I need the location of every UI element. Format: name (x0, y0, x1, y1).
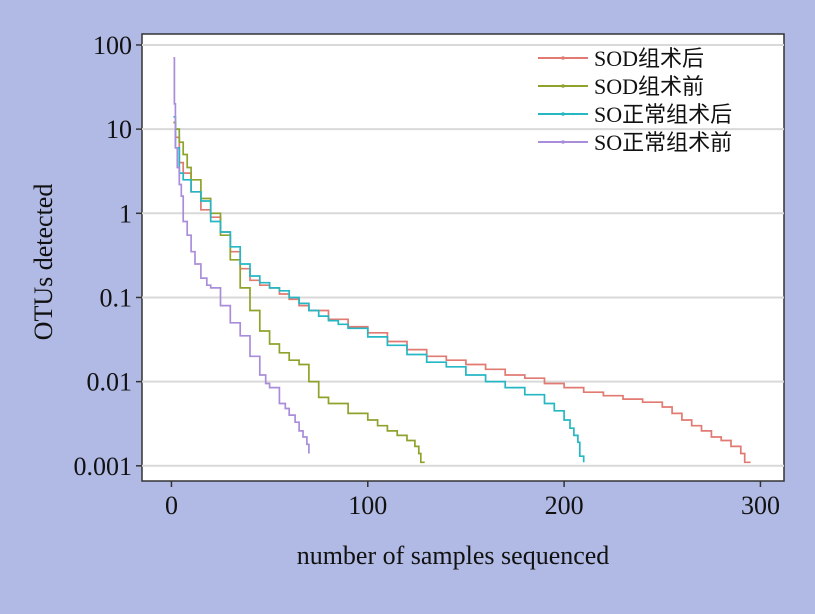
legend-label: SO正常组术前 (594, 130, 732, 155)
y-tick-label: 0.1 (100, 283, 133, 312)
x-tick-label: 100 (348, 491, 387, 520)
legend-label: SO正常组术后 (594, 102, 732, 127)
series-line (173, 115, 585, 463)
series-line (173, 57, 310, 454)
y-tick-label: 100 (93, 31, 132, 60)
y-tick-label: 1 (119, 199, 132, 228)
legend-swatch-point (561, 112, 565, 116)
legend-swatch-point (561, 140, 565, 144)
legend-label: SOD组术后 (594, 46, 704, 71)
grid-lines (142, 43, 784, 467)
legend-swatch-point (561, 84, 565, 88)
y-tick-label: 0.01 (87, 368, 133, 397)
y-tick-label: 0.001 (74, 452, 133, 481)
x-tick-label: 200 (545, 491, 584, 520)
x-tick-label: 300 (741, 491, 780, 520)
legend: SOD组术后 SOD组术前 SO正常组术后 SO正常组术前 (538, 46, 732, 155)
plot-background (141, 33, 785, 482)
legend-swatch-point (561, 56, 565, 60)
legend-label: SOD组术前 (594, 74, 704, 99)
x-tick-label: 0 (165, 491, 178, 520)
y-axis-title: OTUs detected (29, 184, 58, 341)
x-axis-title: number of samples sequenced (297, 541, 610, 570)
series-lines (173, 57, 751, 464)
x-axis-ticks: 0 100 200 300 (165, 481, 780, 520)
y-tick-label: 10 (106, 115, 132, 144)
series-line (173, 121, 425, 464)
y-axis-ticks: 100 10 1 0.1 0.01 0.001 (74, 31, 142, 481)
